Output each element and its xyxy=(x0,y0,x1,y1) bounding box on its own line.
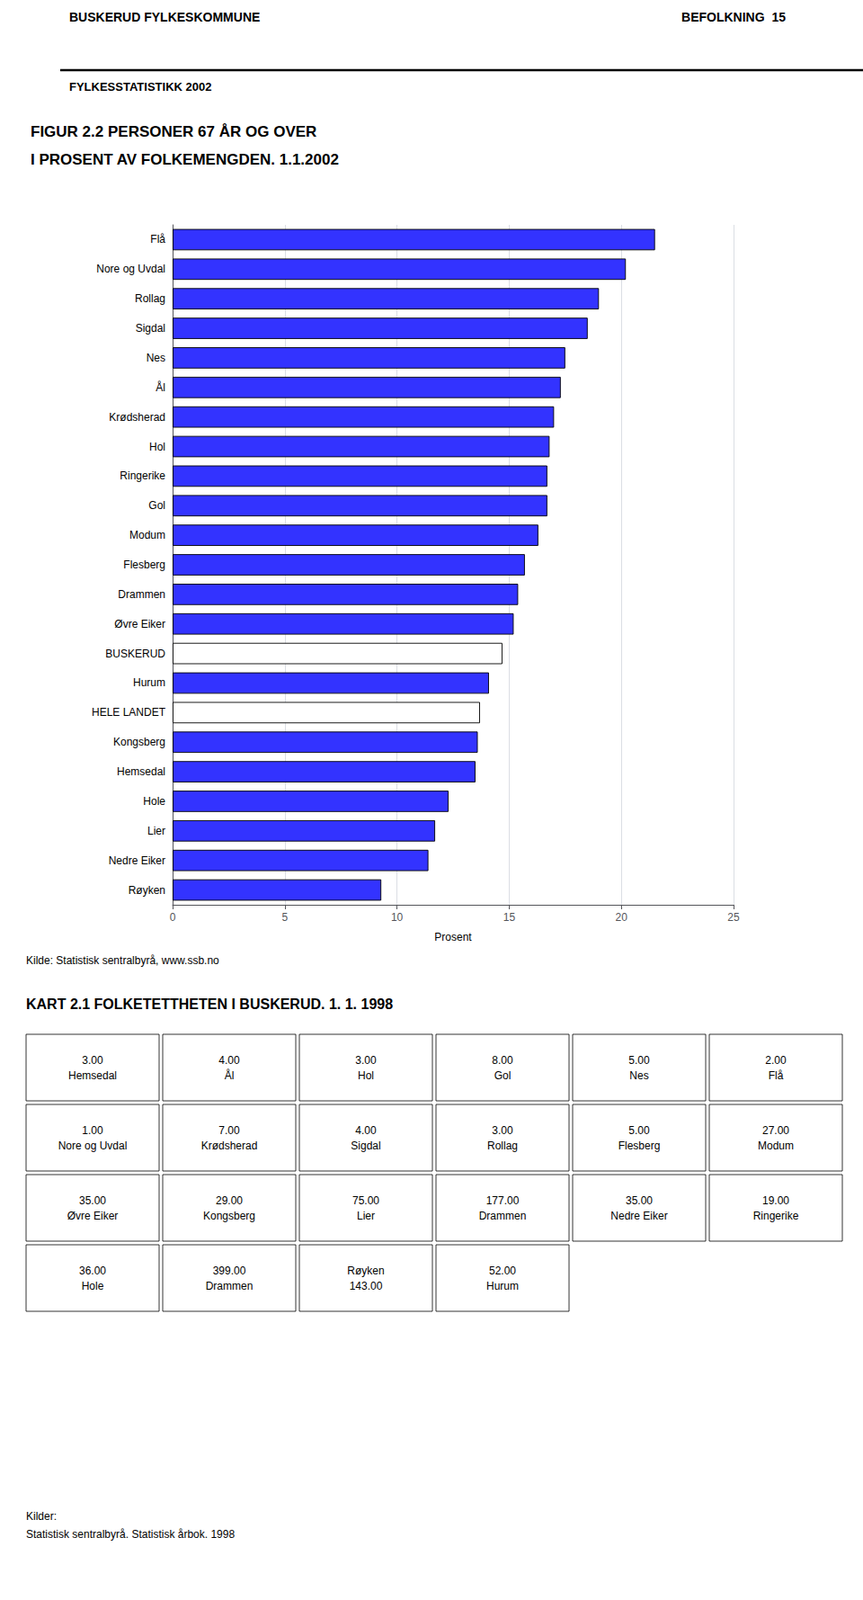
svg-text:8.00: 8.00 xyxy=(491,1053,514,1067)
svg-text:Nedre Eiker: Nedre Eiker xyxy=(108,854,166,867)
svg-text:Ål: Ål xyxy=(155,380,166,394)
svg-text:36.00: 36.00 xyxy=(79,1263,107,1277)
svg-text:4.00: 4.00 xyxy=(355,1123,377,1137)
svg-text:4.00: 4.00 xyxy=(218,1053,241,1067)
svg-text:Flå: Flå xyxy=(768,1068,784,1082)
svg-text:75.00: 75.00 xyxy=(352,1193,380,1207)
svg-text:143.00: 143.00 xyxy=(349,1279,383,1292)
svg-text:FIGUR 2.2 PERSONER 67 ÅR OG OV: FIGUR 2.2 PERSONER 67 ÅR OG OVER xyxy=(30,123,317,141)
svg-text:7.00: 7.00 xyxy=(218,1123,241,1137)
svg-text:Modum: Modum xyxy=(757,1138,794,1152)
svg-text:35.00: 35.00 xyxy=(79,1193,107,1207)
svg-text:Hol: Hol xyxy=(149,440,166,454)
svg-text:Flesberg: Flesberg xyxy=(123,558,166,571)
svg-text:Lier: Lier xyxy=(356,1209,375,1222)
svg-text:3.00: 3.00 xyxy=(355,1053,377,1067)
svg-text:5.00: 5.00 xyxy=(628,1053,650,1067)
svg-text:Hole: Hole xyxy=(81,1279,105,1292)
svg-text:Nore og Uvdal: Nore og Uvdal xyxy=(96,262,166,276)
svg-text:BUSKERUD: BUSKERUD xyxy=(105,647,166,660)
svg-text:Ringerike: Ringerike xyxy=(753,1209,800,1222)
svg-text:Drammen: Drammen xyxy=(479,1209,527,1222)
svg-text:Flesberg: Flesberg xyxy=(618,1138,661,1152)
svg-text:HELE LANDET: HELE LANDET xyxy=(91,705,167,719)
svg-text:Drammen: Drammen xyxy=(117,587,166,601)
svg-text:Gol: Gol xyxy=(148,498,166,512)
svg-text:Prosent: Prosent xyxy=(434,930,472,944)
svg-text:52.00: 52.00 xyxy=(489,1263,517,1277)
svg-text:19.00: 19.00 xyxy=(762,1193,790,1207)
svg-text:Kongsberg: Kongsberg xyxy=(113,735,166,748)
svg-text:2.00: 2.00 xyxy=(765,1053,787,1067)
svg-text:I PROSENT AV FOLKEMENGDEN. 1.1: I PROSENT AV FOLKEMENGDEN. 1.1.2002 xyxy=(30,151,339,169)
svg-text:FYLKESSTATISTIKK 2002: FYLKESSTATISTIKK 2002 xyxy=(69,80,212,94)
svg-text:Hole: Hole xyxy=(142,794,166,808)
svg-text:Nes: Nes xyxy=(629,1068,649,1082)
svg-text:0: 0 xyxy=(169,910,177,924)
svg-text:Hemsedal: Hemsedal xyxy=(116,765,166,778)
svg-text:Nes: Nes xyxy=(146,351,166,365)
svg-text:10: 10 xyxy=(391,910,404,924)
svg-text:Hurum: Hurum xyxy=(486,1279,519,1292)
svg-text:Hurum: Hurum xyxy=(133,676,166,689)
svg-text:3.00: 3.00 xyxy=(81,1053,104,1067)
svg-text:29.00: 29.00 xyxy=(215,1193,243,1207)
svg-text:Lier: Lier xyxy=(147,824,166,837)
svg-text:BEFOLKNING 15: BEFOLKNING 15 xyxy=(681,9,786,25)
svg-text:Rollag: Rollag xyxy=(487,1138,518,1152)
svg-text:Røyken: Røyken xyxy=(346,1263,384,1277)
svg-text:Ål: Ål xyxy=(224,1067,235,1082)
svg-text:5: 5 xyxy=(281,910,288,924)
svg-text:Krødsherad: Krødsherad xyxy=(108,410,166,424)
svg-text:15: 15 xyxy=(503,910,517,924)
svg-text:Øvre Eiker: Øvre Eiker xyxy=(114,617,166,631)
svg-text:BUSKERUD FYLKESKOMMUNE: BUSKERUD FYLKESKOMMUNE xyxy=(69,9,260,25)
svg-text:Gol: Gol xyxy=(494,1068,512,1082)
svg-text:Flå: Flå xyxy=(150,232,166,246)
svg-text:Sigdal: Sigdal xyxy=(350,1138,381,1152)
svg-text:Nedre Eiker: Nedre Eiker xyxy=(610,1209,668,1222)
svg-text:Statistisk sentralbyrå. Statis: Statistisk sentralbyrå. Statistisk årbok… xyxy=(26,1527,235,1540)
svg-text:Røyken: Røyken xyxy=(128,883,166,897)
svg-text:Kilde: Statistisk sentralbyrå,: Kilde: Statistisk sentralbyrå, www.ssb.n… xyxy=(26,953,220,967)
svg-text:Nore og Uvdal: Nore og Uvdal xyxy=(58,1138,128,1152)
svg-text:Drammen: Drammen xyxy=(205,1279,254,1292)
svg-text:Hemsedal: Hemsedal xyxy=(68,1068,117,1082)
svg-text:Ringerike: Ringerike xyxy=(119,469,166,482)
svg-text:25: 25 xyxy=(727,910,740,924)
svg-text:27.00: 27.00 xyxy=(762,1123,790,1137)
svg-text:5.00: 5.00 xyxy=(628,1123,650,1137)
svg-text:20: 20 xyxy=(615,910,629,924)
svg-text:Kilder:: Kilder: xyxy=(26,1509,57,1522)
svg-text:Hol: Hol xyxy=(357,1068,374,1082)
svg-text:Modum: Modum xyxy=(129,528,166,542)
svg-text:177.00: 177.00 xyxy=(486,1193,520,1207)
svg-text:Øvre Eiker: Øvre Eiker xyxy=(67,1209,119,1222)
svg-text:399.00: 399.00 xyxy=(213,1263,247,1277)
svg-text:1.00: 1.00 xyxy=(81,1123,104,1137)
svg-text:3.00: 3.00 xyxy=(491,1123,514,1137)
svg-text:KART 2.1 FOLKETETTHETEN I BUSK: KART 2.1 FOLKETETTHETEN I BUSKERUD. 1. 1… xyxy=(26,996,393,1012)
svg-text:Rollag: Rollag xyxy=(134,292,166,305)
svg-text:Sigdal: Sigdal xyxy=(135,321,166,335)
svg-text:35.00: 35.00 xyxy=(625,1193,653,1207)
svg-text:Kongsberg: Kongsberg xyxy=(203,1209,256,1222)
svg-text:Krødsherad: Krødsherad xyxy=(201,1138,259,1152)
